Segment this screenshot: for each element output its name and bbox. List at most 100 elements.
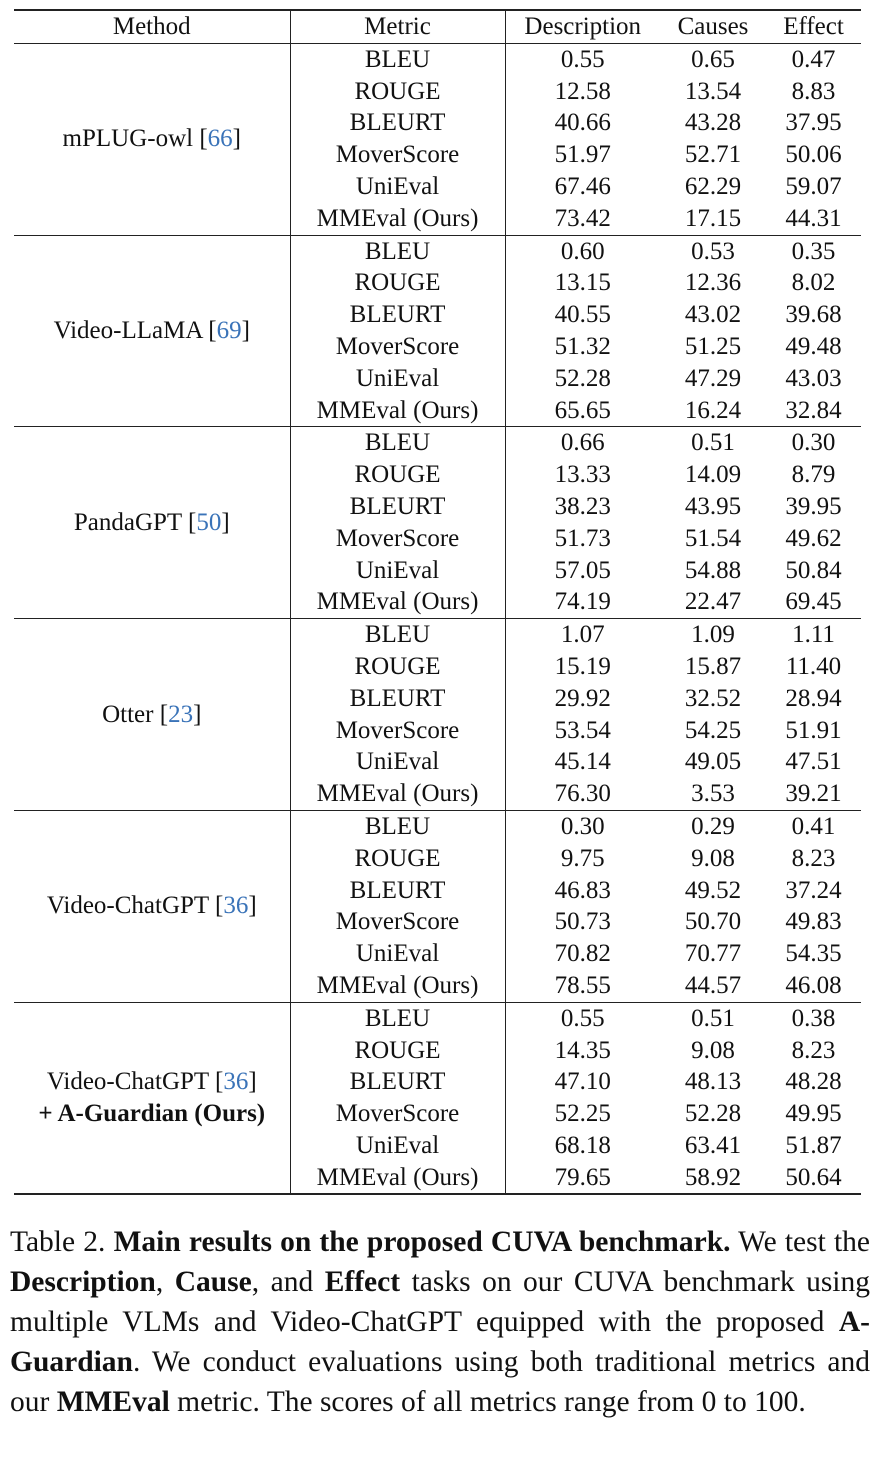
caption-bold-mmeval: MMEval bbox=[56, 1386, 170, 1418]
metric-name: BLEU bbox=[290, 235, 506, 268]
table-row: PandaGPT [50] BLEU 0.66 0.51 0.30 bbox=[14, 426, 861, 619]
causes-score: 43.28 bbox=[684, 109, 742, 137]
metric-name: BLEURT bbox=[290, 874, 506, 907]
causes-score: 12.36 bbox=[684, 269, 742, 297]
effect-score: 0.47 bbox=[791, 45, 836, 73]
causes-score: 0.51 bbox=[691, 429, 735, 457]
metric-name: ROUGE bbox=[290, 267, 506, 300]
effect-score: 8.79 bbox=[791, 461, 836, 489]
table-row: Video-ChatGPT [36] BLEU 0.30 0.29 0.41 bbox=[14, 810, 861, 1003]
description-score: 15.19 bbox=[554, 652, 611, 680]
citation-bracket: ] bbox=[248, 1068, 257, 1096]
table-row: ROUGE 9.75 9.08 8.23 bbox=[14, 842, 861, 875]
causes-score: 17.15 bbox=[684, 204, 742, 232]
causes-score: 0.29 bbox=[691, 812, 735, 840]
description-score: 13.15 bbox=[554, 269, 611, 297]
method-group: Video-ChatGPT [36] + A-Guardian (Ours) BLE… bbox=[14, 1002, 861, 1195]
metric-name: BLEU bbox=[290, 43, 506, 76]
effect-score: 11.40 bbox=[785, 652, 842, 680]
method-name: Video-LLaMA [ bbox=[53, 316, 217, 344]
description-score: 9.75 bbox=[560, 844, 605, 872]
effect-score: 69.45 bbox=[785, 588, 842, 616]
table-row: Otter [23] BLEU 1.07 1.09 1.11 bbox=[14, 618, 861, 811]
causes-score: 0.65 bbox=[691, 45, 735, 73]
causes-score: 16.24 bbox=[684, 396, 742, 424]
effect-score: 59.07 bbox=[785, 172, 842, 200]
metric-name: MoverScore bbox=[290, 330, 506, 363]
table-row: BLEURT 40.66 43.28 37.95 bbox=[14, 107, 861, 140]
causes-score: 54.25 bbox=[684, 716, 742, 744]
citation-bracket: ] bbox=[193, 700, 202, 728]
metric-name: ROUGE bbox=[290, 650, 506, 683]
metric-name: BLEURT bbox=[290, 682, 506, 715]
citation-link[interactable]: 69 bbox=[216, 316, 242, 344]
causes-score: 32.52 bbox=[684, 684, 742, 712]
causes-score: 3.53 bbox=[691, 780, 735, 808]
effect-score: 54.35 bbox=[785, 940, 842, 968]
citation-link[interactable]: 36 bbox=[223, 1068, 249, 1096]
citation-link[interactable]: 50 bbox=[196, 508, 222, 536]
method-group: Video-ChatGPT [36] BLEU 0.30 0.29 0.41 ROUGE 9… bbox=[14, 810, 861, 1003]
causes-score: 63.41 bbox=[684, 1131, 742, 1159]
description-score: 50.73 bbox=[554, 908, 611, 936]
method-name-line: Otter [23] bbox=[14, 699, 290, 731]
citation-link[interactable]: 36 bbox=[223, 892, 249, 920]
table-row: MMEval (Ours) 79.65 58.92 50.64 bbox=[14, 1161, 861, 1195]
table-row: UniEval 57.05 54.88 50.84 bbox=[14, 554, 861, 587]
method-cell: Video-ChatGPT [36] + A-Guardian (Ours) bbox=[14, 1002, 291, 1195]
metric-name: MMEval (Ours) bbox=[290, 202, 506, 236]
description-score: 70.82 bbox=[554, 940, 611, 968]
description-score: 51.97 bbox=[554, 141, 611, 169]
description-score: 45.14 bbox=[554, 748, 611, 776]
causes-score: 14.09 bbox=[684, 461, 742, 489]
causes-score: 51.54 bbox=[684, 524, 742, 552]
method-name-line: Video-ChatGPT [36] bbox=[14, 890, 290, 922]
effect-score: 43.03 bbox=[785, 364, 842, 392]
metric-name: ROUGE bbox=[290, 1034, 506, 1067]
description-score: 40.66 bbox=[554, 109, 611, 137]
citation-link[interactable]: 66 bbox=[207, 125, 233, 153]
causes-score: 9.08 bbox=[691, 1036, 735, 1064]
effect-score: 47.51 bbox=[785, 748, 842, 776]
metric-name: UniEval bbox=[290, 1129, 506, 1162]
causes-score: 54.88 bbox=[684, 556, 742, 584]
citation-link[interactable]: 23 bbox=[168, 700, 194, 728]
description-score: 52.28 bbox=[554, 364, 611, 392]
causes-score: 58.92 bbox=[684, 1163, 742, 1191]
table-row: UniEval 68.18 63.41 51.87 bbox=[14, 1129, 861, 1162]
table-row: ROUGE 13.33 14.09 8.79 bbox=[14, 459, 861, 491]
effect-score: 39.95 bbox=[785, 492, 842, 520]
metric-name: MMEval (Ours) bbox=[290, 394, 506, 427]
causes-score: 52.28 bbox=[684, 1100, 742, 1128]
effect-score: 50.84 bbox=[785, 556, 842, 584]
description-score: 51.73 bbox=[554, 524, 611, 552]
citation-bracket: ] bbox=[221, 508, 230, 536]
effect-score: 51.87 bbox=[785, 1131, 842, 1159]
table-row: BLEURT 29.92 32.52 28.94 bbox=[14, 682, 861, 715]
table-row: MMEval (Ours) 76.30 3.53 39.21 bbox=[14, 778, 861, 811]
metric-name: ROUGE bbox=[290, 75, 506, 108]
table-caption: Table 2. Main results on the proposed CU… bbox=[10, 1222, 870, 1422]
effect-score: 50.06 bbox=[785, 141, 842, 169]
causes-score: 50.70 bbox=[684, 908, 742, 936]
description-score: 79.65 bbox=[554, 1163, 611, 1191]
caption-bold-effect: Effect bbox=[324, 1266, 401, 1298]
causes-score: 0.51 bbox=[691, 1004, 735, 1032]
method-cell: Video-LLaMA [69] bbox=[14, 235, 291, 427]
description-score: 78.55 bbox=[554, 971, 611, 999]
description-score: 12.58 bbox=[554, 77, 611, 105]
causes-score: 47.29 bbox=[684, 364, 742, 392]
metric-name: UniEval bbox=[290, 554, 506, 587]
caption-label: Table 2. bbox=[10, 1226, 106, 1258]
method-name-line: + A-Guardian (Ours) bbox=[38, 1100, 266, 1128]
metric-name: MMEval (Ours) bbox=[290, 586, 506, 619]
effect-score: 8.23 bbox=[791, 844, 836, 872]
method-cell: mPLUG-owl [66] bbox=[14, 43, 291, 236]
header-description: Description bbox=[524, 13, 642, 40]
method-cell: PandaGPT [50] bbox=[14, 426, 291, 619]
caption-bold-description: Description bbox=[10, 1266, 156, 1298]
method-group: Otter [23] BLEU 1.07 1.09 1.11 ROUGE 15.19 15.8… bbox=[14, 618, 861, 811]
effect-score: 0.41 bbox=[791, 812, 836, 840]
description-score: 13.33 bbox=[554, 461, 611, 489]
header-causes: Causes bbox=[677, 13, 749, 40]
